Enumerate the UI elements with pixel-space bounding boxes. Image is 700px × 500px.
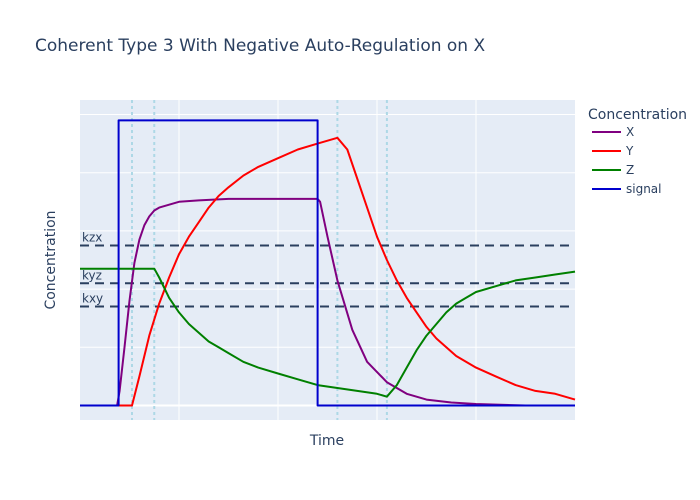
- legend-label-Z: Z: [626, 163, 634, 177]
- series-line-X: [80, 197, 575, 407]
- threshold-label-kzx: kzx: [82, 230, 102, 244]
- chart-title: Coherent Type 3 With Negative Auto-Regul…: [35, 36, 485, 56]
- legend-title: Concentration: [588, 107, 687, 123]
- plot-area: [80, 100, 575, 420]
- threshold-label-kxy: kxy: [82, 292, 103, 306]
- series-line-Z: [80, 267, 576, 398]
- threshold-label-kyz: kyz: [82, 268, 102, 282]
- series-lines: [80, 119, 576, 407]
- threshold-lines: kzx kyz kxy: [80, 230, 575, 308]
- legend-label-Y: Y: [625, 144, 634, 158]
- x-axis-title: Time: [309, 433, 344, 449]
- event-lines: [130, 100, 388, 420]
- legend-label-signal: signal: [626, 182, 662, 196]
- series-line-Y: [80, 136, 576, 407]
- series-line-signal: [80, 119, 575, 407]
- y-axis-title: Concentration: [43, 210, 59, 309]
- legend-label-X: X: [626, 125, 634, 139]
